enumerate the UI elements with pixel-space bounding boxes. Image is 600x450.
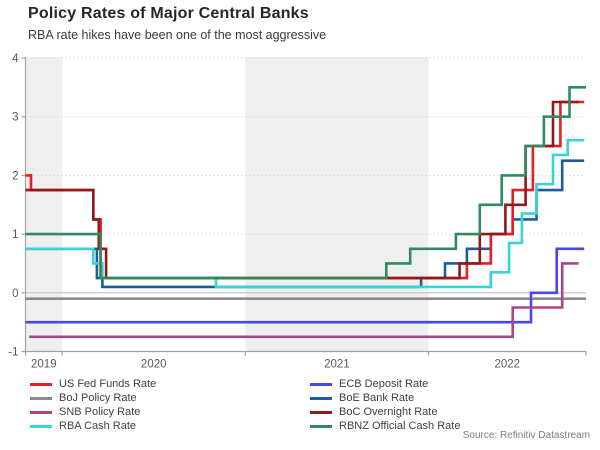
chart-title: Policy Rates of Major Central Banks	[28, 5, 309, 22]
legend-label-rbnz: RBNZ Official Cash Rate	[339, 420, 461, 432]
y-tick-label: 1	[12, 229, 18, 241]
legend-item-boc: BoC Overnight Rate	[310, 405, 460, 419]
legend-item-boe: BoE Bank Rate	[310, 391, 460, 405]
legend-item-snb: SNB Policy Rate	[30, 405, 156, 419]
series-line-rbnz	[25, 86, 586, 280]
legend-label-boc: BoC Overnight Rate	[339, 406, 438, 418]
legend-swatch-fed	[30, 382, 52, 386]
x-tick-label: 2019	[31, 359, 57, 371]
series-line-snb	[29, 262, 579, 339]
legend-item-fed: US Fed Funds Rate	[30, 377, 156, 391]
legend-label-ecb: ECB Deposit Rate	[339, 378, 429, 390]
legend-swatch-boe	[310, 396, 332, 400]
year-band	[25, 57, 63, 352]
x-tick-label: 2020	[141, 359, 167, 371]
legend-label-boe: BoE Bank Rate	[339, 392, 415, 404]
source-note: Source: Refinitiv Datastream	[462, 430, 590, 441]
legend-item-rba: RBA Cash Rate	[30, 419, 156, 433]
series-line-ecb	[25, 247, 585, 324]
y-tick-label: 0	[12, 288, 18, 300]
x-tick-label: 2021	[324, 359, 350, 371]
legend-swatch-snb	[30, 410, 52, 414]
legend-swatch-boj	[30, 396, 52, 400]
x-tick-label: 2022	[494, 359, 520, 371]
y-tick-label: -1	[8, 347, 18, 359]
legend-label-boj: BoJ Policy Rate	[59, 392, 137, 404]
chart-subtitle: RBA rate hikes have been one of the most…	[28, 28, 327, 42]
year-band	[245, 57, 429, 352]
legend-swatch-rba	[30, 424, 52, 428]
chart-header: Policy Rates of Major Central Banks RBA …	[28, 5, 588, 42]
legend-swatch-boc	[310, 410, 332, 414]
y-tick-label: 4	[12, 53, 19, 65]
legend-label-rba: RBA Cash Rate	[59, 420, 137, 432]
legend-column-right: ECB Deposit Rate BoE Bank Rate BoC Overnig…	[310, 377, 460, 433]
legend-label-fed: US Fed Funds Rate	[59, 378, 157, 390]
y-tick-label: 3	[12, 112, 18, 124]
legend-column-left: US Fed Funds Rate BoJ Policy Rate SNB Poli…	[30, 377, 156, 433]
legend-item-rbnz: RBNZ Official Cash Rate	[310, 419, 460, 433]
legend-label-snb: SNB Policy Rate	[59, 406, 141, 418]
legend-swatch-ecb	[310, 382, 332, 386]
legend-item-boj: BoJ Policy Rate	[30, 391, 156, 405]
series-line-rba	[25, 138, 585, 289]
legend-swatch-rbnz	[310, 424, 332, 428]
y-tick-label: 2	[12, 170, 18, 182]
legend-item-ecb: ECB Deposit Rate	[310, 377, 460, 391]
